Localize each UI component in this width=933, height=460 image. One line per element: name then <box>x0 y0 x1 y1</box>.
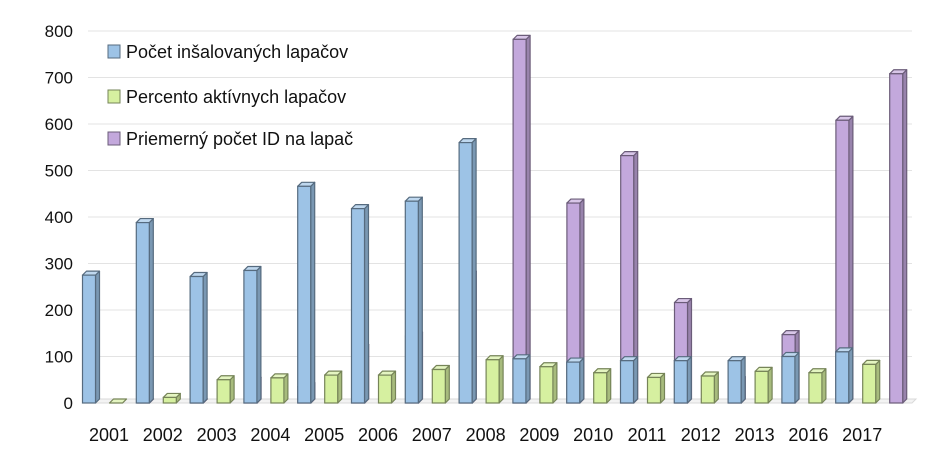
bar-2-2011 <box>646 372 666 404</box>
bar-1-2009 <box>512 354 531 404</box>
bars <box>81 34 908 404</box>
bar-2-2008 <box>485 355 504 404</box>
y-tick-label: 300 <box>45 255 73 274</box>
legend: Počet inšalovaných lapačov Percento aktív… <box>107 42 353 149</box>
y-tick-label: 100 <box>45 348 73 367</box>
bar-2-2006 <box>377 370 397 404</box>
bar-1-2010 <box>566 357 585 404</box>
legend-swatch <box>107 89 121 104</box>
y-tick-label: 800 <box>45 22 73 41</box>
x-tick-label: 2001 <box>89 425 129 445</box>
bar-2-2012 <box>700 371 719 404</box>
bar-1-2005 <box>297 181 316 404</box>
x-tick-label: 2009 <box>519 425 559 445</box>
bar-1-2011 <box>619 356 639 404</box>
legend-item-3: Priemerný počet ID na lapač <box>107 129 353 149</box>
x-tick-label: 2011 <box>628 425 667 445</box>
x-tick-label: 2010 <box>573 425 613 445</box>
bar-2-2002 <box>162 392 181 404</box>
bar-1-2016 <box>781 351 800 404</box>
bar-1-2013 <box>727 356 746 404</box>
bar-3-2008 <box>512 34 531 404</box>
bar-1-2006 <box>350 204 370 404</box>
x-axis-labels: 2001 2002 2003 2004 2005 2006 2007 2008 2009 2010… <box>89 425 882 445</box>
bar-3-2010 <box>620 151 639 404</box>
bar-1-2003 <box>189 271 208 404</box>
bar-2-2010 <box>593 368 612 404</box>
x-tick-label: 2008 <box>466 425 506 445</box>
y-axis: 0 100 200 300 400 500 600 700 800 <box>45 22 73 413</box>
bar-2-2013 <box>754 366 773 404</box>
legend-swatch <box>107 44 121 59</box>
bar-2-2009 <box>539 362 558 404</box>
bar-1-2002 <box>135 217 154 404</box>
bar-1-2008 <box>458 138 477 404</box>
y-tick-label: 700 <box>45 69 73 88</box>
legend-label: Priemerný počet ID na lapač <box>126 129 353 149</box>
legend-label: Percento aktívnych lapačov <box>126 87 346 107</box>
bar-2-2007 <box>431 364 450 404</box>
x-tick-label: 2017 <box>842 425 882 445</box>
bar-1-2007 <box>404 196 423 404</box>
x-tick-label: 2007 <box>412 425 452 445</box>
bar-2-2016 <box>808 368 827 404</box>
y-tick-label: 400 <box>45 208 73 227</box>
legend-item-1: Počet inšalovaných lapačov <box>107 42 348 62</box>
legend-label: Počet inšalovaných lapačov <box>126 42 348 62</box>
y-tick-label: 600 <box>45 115 73 134</box>
y-tick-label: 200 <box>45 301 73 320</box>
bar-1-2012 <box>673 356 692 404</box>
bar-2-2005 <box>324 370 343 404</box>
x-tick-label: 2006 <box>358 425 398 445</box>
x-tick-label: 2004 <box>250 425 290 445</box>
bar-1-2001 <box>81 270 101 404</box>
x-tick-label: 2013 <box>735 425 775 445</box>
bar-3-2016 <box>835 115 854 404</box>
y-tick-label: 0 <box>64 394 73 413</box>
y-tick-label: 500 <box>45 162 73 181</box>
x-tick-label: 2012 <box>681 425 721 445</box>
bar-1-2017 <box>835 347 854 404</box>
x-tick-label: 2002 <box>143 425 183 445</box>
legend-swatch <box>107 131 121 146</box>
x-tick-label: 2016 <box>788 425 828 445</box>
bar-1-2004 <box>243 265 262 404</box>
legend-item-2: Percento aktívnych lapačov <box>107 87 346 107</box>
bar-3-2017 <box>889 69 908 404</box>
x-tick-label: 2003 <box>197 425 237 445</box>
bar-2-2001 <box>108 398 128 404</box>
bar-2-2004 <box>270 373 289 404</box>
x-tick-label: 2005 <box>304 425 344 445</box>
bar-2-2003 <box>216 375 235 404</box>
bar-2-2017 <box>862 359 881 404</box>
